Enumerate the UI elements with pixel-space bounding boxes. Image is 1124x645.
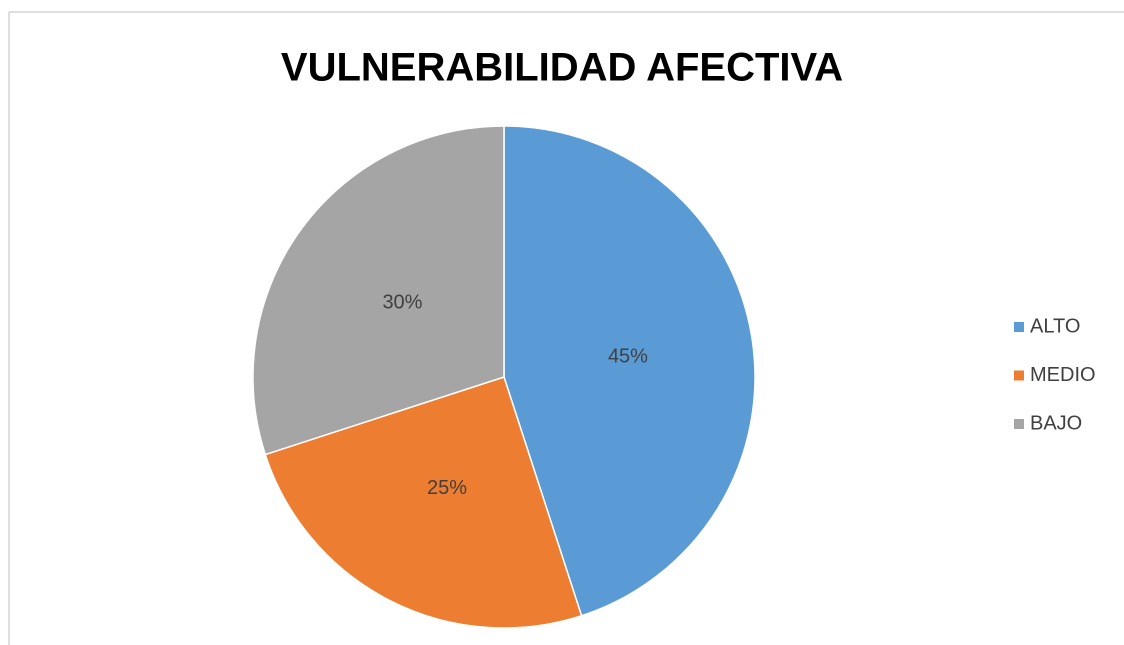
pie-slice xyxy=(264,376,583,629)
pie-slice xyxy=(503,125,756,617)
legend-swatch xyxy=(1014,322,1024,332)
legend-label: BAJO xyxy=(1030,412,1082,434)
legend-swatch xyxy=(1014,370,1024,381)
legend-label: ALTO xyxy=(1030,315,1080,337)
chart-title: VULNERABILIDAD AFECTIVA xyxy=(281,46,843,90)
data-label: 25% xyxy=(427,477,467,499)
pie-slice xyxy=(252,125,505,456)
data-label: 30% xyxy=(382,292,422,314)
data-label: 45% xyxy=(608,346,648,368)
legend-swatch xyxy=(1014,419,1024,429)
legend-label: MEDIO xyxy=(1030,364,1096,386)
